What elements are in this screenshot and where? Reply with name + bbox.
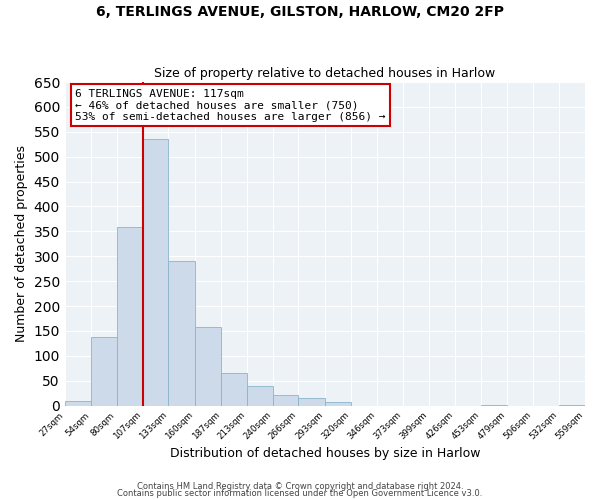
Bar <box>298 398 325 406</box>
Text: Contains public sector information licensed under the Open Government Licence v3: Contains public sector information licen… <box>118 490 482 498</box>
Bar <box>195 328 221 406</box>
Bar <box>221 373 247 406</box>
X-axis label: Distribution of detached houses by size in Harlow: Distribution of detached houses by size … <box>170 447 480 460</box>
Bar <box>247 386 273 406</box>
Text: Contains HM Land Registry data © Crown copyright and database right 2024.: Contains HM Land Registry data © Crown c… <box>137 482 463 491</box>
Bar <box>273 394 298 406</box>
Text: 6 TERLINGS AVENUE: 117sqm
← 46% of detached houses are smaller (750)
53% of semi: 6 TERLINGS AVENUE: 117sqm ← 46% of detac… <box>75 88 386 122</box>
Bar <box>325 402 351 406</box>
Text: 6, TERLINGS AVENUE, GILSTON, HARLOW, CM20 2FP: 6, TERLINGS AVENUE, GILSTON, HARLOW, CM2… <box>96 5 504 19</box>
Bar <box>116 228 143 406</box>
Y-axis label: Number of detached properties: Number of detached properties <box>15 146 28 342</box>
Bar <box>143 140 169 406</box>
Bar <box>65 400 91 406</box>
Title: Size of property relative to detached houses in Harlow: Size of property relative to detached ho… <box>154 66 496 80</box>
Bar <box>169 261 195 406</box>
Bar <box>91 338 116 406</box>
